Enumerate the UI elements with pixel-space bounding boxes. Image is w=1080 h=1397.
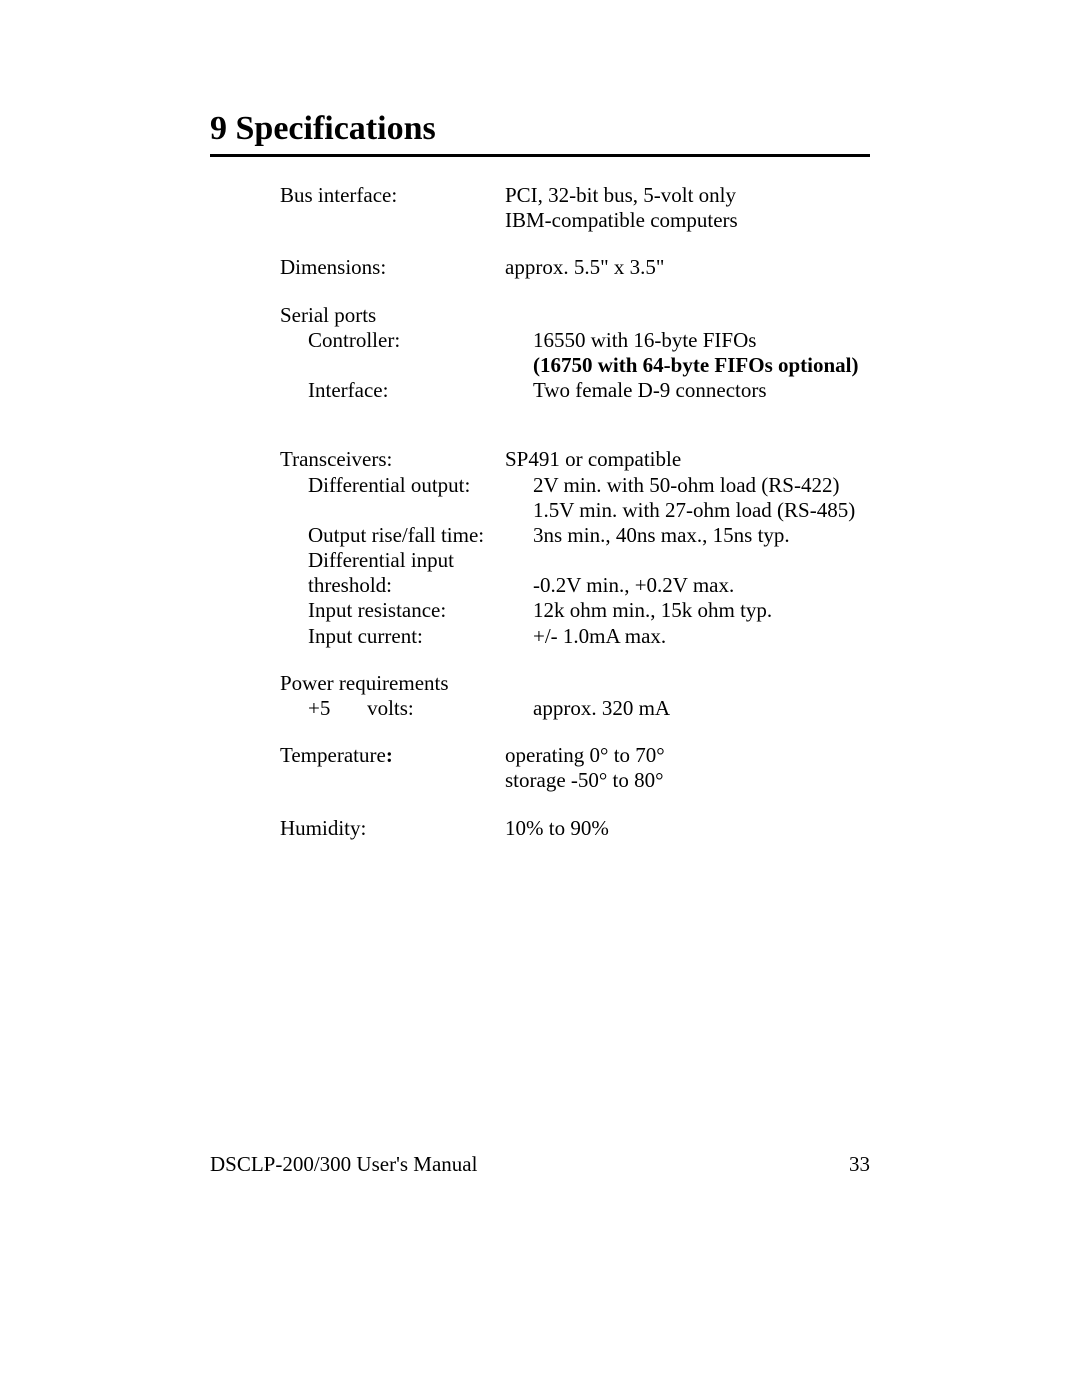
spec-group-header: Transceivers: (280, 447, 505, 472)
spec-value-line: storage -50° to 80° (505, 768, 870, 793)
spec-value: 3ns min., 40ns max., 15ns typ. (533, 523, 870, 548)
spec-row: Humidity: 10% to 90% (280, 816, 870, 841)
spec-value: Two female D-9 connectors (533, 378, 870, 403)
spec-value: approx. 5.5" x 3.5" (505, 255, 870, 280)
spec-value: approx. 320 mA (533, 696, 870, 721)
spec-row: Transceivers: SP491 or compatible (280, 447, 870, 472)
section-heading: 9 Specifications (210, 110, 870, 148)
spec-label-text: Temperature (280, 743, 386, 767)
spec-value-line: 16550 with 16-byte FIFOs (533, 328, 870, 353)
spec-label: Interface: (280, 378, 533, 403)
spec-row: Output rise/fall time: 3ns min., 40ns ma… (280, 523, 870, 548)
spec-label: Input current: (280, 624, 533, 649)
spec-row: Controller: 16550 with 16-byte FIFOs (16… (280, 328, 870, 378)
spec-label-part: +5 (308, 696, 330, 720)
spec-row: +5 volts: approx. 320 mA (280, 696, 870, 721)
spec-value: 2V min. with 50-ohm load (RS-422) 1.5V m… (533, 473, 870, 523)
spec-value: PCI, 32-bit bus, 5-volt only IBM-compati… (505, 183, 870, 233)
spec-group-header: Power requirements (280, 671, 505, 696)
spec-value-line: 2V min. with 50-ohm load (RS-422) (533, 473, 870, 498)
spec-label-part: volts: (367, 696, 414, 720)
spec-label: Bus interface: (280, 183, 505, 208)
spec-value-line: operating 0° to 70° (505, 743, 870, 768)
spec-value: 12k ohm min., 15k ohm typ. (533, 598, 870, 623)
spec-row: Input resistance: 12k ohm min., 15k ohm … (280, 598, 870, 623)
footer-doc-title: DSCLP-200/300 User's Manual (210, 1152, 477, 1177)
spec-group-header: Serial ports (280, 303, 505, 328)
spec-value-line: IBM-compatible computers (505, 208, 870, 233)
section-number: 9 (210, 110, 227, 147)
section-rule (210, 154, 870, 157)
spec-value: -0.2V min., +0.2V max. (533, 573, 870, 598)
spec-label: Temperature: (280, 743, 505, 768)
spec-row: threshold: -0.2V min., +0.2V max. (280, 573, 870, 598)
spec-label: Humidity: (280, 816, 505, 841)
specifications-block: Bus interface: PCI, 32-bit bus, 5-volt o… (280, 183, 870, 841)
spec-row: Differential input (280, 548, 870, 573)
page-footer: DSCLP-200/300 User's Manual 33 (210, 1152, 870, 1177)
spec-value-line: 1.5V min. with 27-ohm load (RS-485) (533, 498, 870, 523)
footer-page-number: 33 (849, 1152, 870, 1177)
spec-label: Differential output: (280, 473, 533, 498)
spec-label: Controller: (280, 328, 533, 353)
spec-row: Temperature: operating 0° to 70° storage… (280, 743, 870, 793)
spec-row: Bus interface: PCI, 32-bit bus, 5-volt o… (280, 183, 870, 233)
spec-row: Differential output: 2V min. with 50-ohm… (280, 473, 870, 523)
spec-label: Dimensions: (280, 255, 505, 280)
section-title: Specifications (236, 110, 436, 147)
spec-label: Output rise/fall time: (280, 523, 533, 548)
spec-row: Power requirements (280, 671, 870, 696)
spec-row: Input current: +/- 1.0mA max. (280, 624, 870, 649)
spec-value-line-bold: (16750 with 64-byte FIFOs optional) (533, 353, 870, 378)
spec-row: Serial ports (280, 303, 870, 328)
spec-value: SP491 or compatible (505, 447, 870, 472)
spec-value: operating 0° to 70° storage -50° to 80° (505, 743, 870, 793)
spec-label: threshold: (280, 573, 533, 598)
spec-row: Dimensions: approx. 5.5" x 3.5" (280, 255, 870, 280)
spec-value: +/- 1.0mA max. (533, 624, 870, 649)
spec-label: Input resistance: (280, 598, 533, 623)
spec-value: 16550 with 16-byte FIFOs (16750 with 64-… (533, 328, 870, 378)
spec-label: Differential input (280, 548, 533, 573)
spec-value-line: PCI, 32-bit bus, 5-volt only (505, 183, 870, 208)
spec-row: Interface: Two female D-9 connectors (280, 378, 870, 403)
page: 9 Specifications Bus interface: PCI, 32-… (0, 0, 1080, 1397)
spec-label: +5 volts: (280, 696, 533, 721)
spec-value: 10% to 90% (505, 816, 870, 841)
